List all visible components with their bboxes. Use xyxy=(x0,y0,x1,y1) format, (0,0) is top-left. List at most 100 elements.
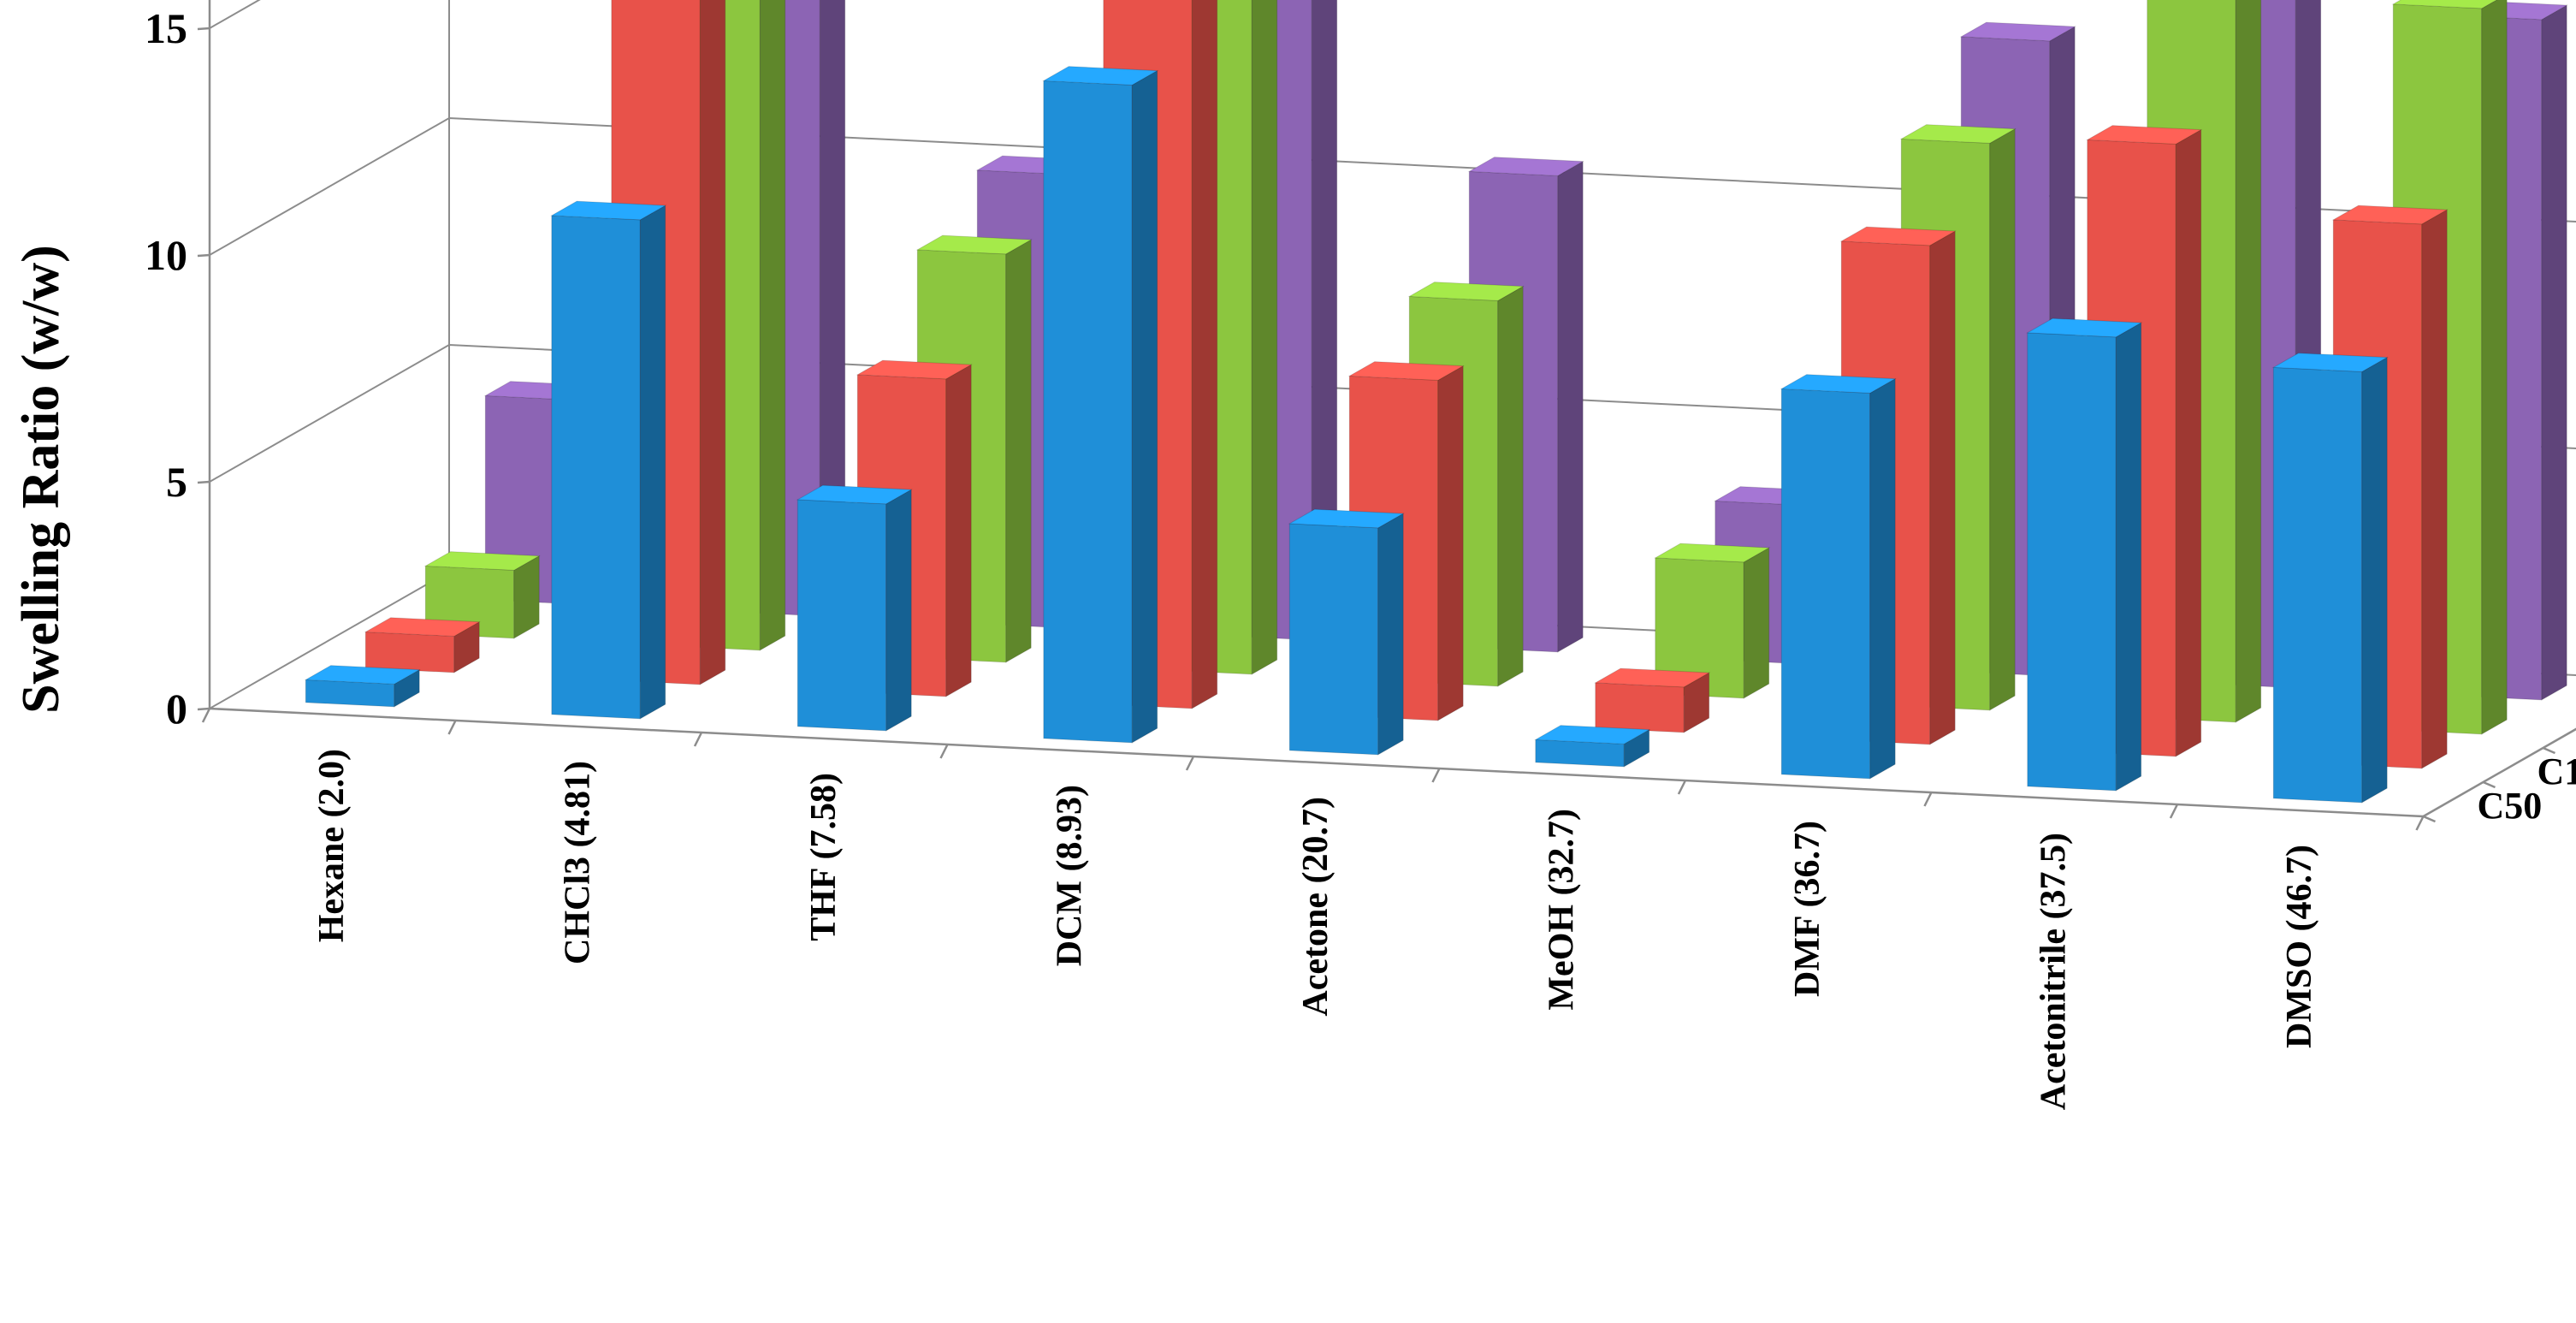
x-tick-mark xyxy=(1431,768,1441,783)
bar-side-face xyxy=(1251,0,1278,675)
bar-front-face xyxy=(1043,80,1133,744)
bar-side-face xyxy=(2481,0,2508,735)
bar-top-face xyxy=(1534,725,1651,745)
x-tick-mark xyxy=(1677,780,1687,795)
bar-side-face xyxy=(1869,377,1896,780)
bar-top-face xyxy=(796,484,913,505)
bar-top-face xyxy=(1347,361,1465,381)
bar-side-face xyxy=(1557,160,1584,653)
bar-side-face xyxy=(1377,513,1404,756)
depth-tick-mark xyxy=(2423,815,2436,823)
y-tick-label: 10 xyxy=(145,231,187,279)
bar-side-face xyxy=(759,0,786,651)
x-tick-mark xyxy=(447,720,457,735)
x-tick-mark xyxy=(939,744,949,759)
bar-top-face xyxy=(1959,21,2076,42)
x-tick-mark xyxy=(1923,792,1933,807)
bar-top-face xyxy=(1042,66,1159,86)
bar-top-face xyxy=(2331,205,2449,225)
x-tick-mark xyxy=(1185,756,1195,771)
bar-side-face xyxy=(639,205,666,720)
bar-C50-0 xyxy=(304,665,421,708)
x-tick-mark xyxy=(2169,804,2179,819)
bar-C50-5 xyxy=(1534,725,1651,768)
bar-front-face xyxy=(364,631,455,673)
bar-C50-3 xyxy=(1042,66,1159,744)
bar-side-face xyxy=(2175,128,2202,757)
y-tick-label: 5 xyxy=(166,458,187,506)
bar-C50-1 xyxy=(550,200,667,720)
category-label-8: DMSO (46.7) xyxy=(2280,845,2319,1048)
bar-top-face xyxy=(1899,124,2016,144)
category-label-2: THF (7.58) xyxy=(804,773,844,941)
y-tick-mark xyxy=(197,253,210,258)
bar-top-face xyxy=(856,359,973,380)
labels: 0510152025Hexane (2.0)CHCl3 (4.81)THF (7… xyxy=(145,4,2576,1110)
bar-side-face xyxy=(945,364,972,697)
bar-C200-5 xyxy=(1654,543,1771,699)
bar-top-face xyxy=(2026,317,2143,338)
bar-top-face xyxy=(423,551,541,571)
y-tick-label: 15 xyxy=(145,4,187,52)
x-tick-mark xyxy=(2415,816,2425,831)
bar-side-face xyxy=(2115,322,2142,792)
y-axis-title: Swelling Ratio (w/w) xyxy=(12,245,70,714)
bar-front-face xyxy=(1780,388,1871,780)
bar-side-face xyxy=(1005,239,1032,663)
bar-C50-8 xyxy=(2271,353,2389,804)
bar-front-face xyxy=(2272,366,2363,804)
bar-side-face xyxy=(1497,285,1524,687)
bar-top-face xyxy=(2271,353,2389,372)
bar-top-face xyxy=(1654,543,1771,563)
bar-side-face xyxy=(1191,0,1218,709)
bar-side-face xyxy=(699,0,726,685)
bar-C50-2 xyxy=(796,484,913,732)
category-label-4: Acetone (20.7) xyxy=(1296,797,1335,1017)
bar-top-face xyxy=(1467,157,1584,176)
bar-front-face xyxy=(2027,332,2117,792)
bar-top-face xyxy=(1780,374,1897,394)
bar-C100-0 xyxy=(364,617,481,673)
series-label-C50: C50 xyxy=(2478,785,2543,827)
bar-top-face xyxy=(1407,282,1525,301)
bar-top-face xyxy=(1594,667,1711,688)
bar-front-face xyxy=(1595,682,1685,733)
x-tick-mark xyxy=(693,732,703,747)
bar-side-face xyxy=(2541,4,2567,701)
category-label-0: Hexane (2.0) xyxy=(312,749,352,942)
x-axis-line xyxy=(209,707,2424,818)
category-label-5: MeOH (32.7) xyxy=(1542,809,1581,1011)
bar-top-face xyxy=(1288,508,1405,529)
bar-C50-4 xyxy=(1288,508,1405,756)
bar-side-face xyxy=(885,489,912,732)
bar-top-face xyxy=(304,665,421,685)
bar-side-face xyxy=(1131,69,1158,744)
category-label-3: DCM (8.93) xyxy=(1050,785,1089,966)
bar-top-face xyxy=(915,234,1033,255)
bar-side-face xyxy=(1743,547,1770,699)
bar-side-face xyxy=(2235,0,2262,723)
bar-front-face xyxy=(796,499,887,732)
bar-top-face xyxy=(550,200,667,221)
category-label-1: CHCl3 (4.81) xyxy=(558,761,597,964)
bar-front-face xyxy=(1288,523,1379,756)
bar-C100-5 xyxy=(1594,667,1711,733)
y-tick-label: 0 xyxy=(166,685,187,733)
bar-top-face xyxy=(1839,226,1957,246)
x-tick-mark xyxy=(201,708,211,723)
category-label-6: DMF (36.7) xyxy=(1788,821,1827,997)
bar-side-face xyxy=(1929,230,1956,745)
bar-top-face xyxy=(364,617,481,638)
bar-side-face xyxy=(2421,209,2448,769)
category-label-7: Acetonitrile (37.5) xyxy=(2034,833,2073,1110)
bar-C50-6 xyxy=(1780,374,1897,780)
bar-side-face xyxy=(2361,356,2388,804)
bar-front-face xyxy=(551,215,641,720)
bar-side-face xyxy=(1989,128,2016,711)
series-label-C100: C100 xyxy=(2538,750,2576,792)
y-tick-mark xyxy=(197,27,210,31)
y-tick-mark xyxy=(197,480,210,484)
depth-tick-mark xyxy=(2483,780,2496,789)
bar-C50-7 xyxy=(2026,317,2143,792)
